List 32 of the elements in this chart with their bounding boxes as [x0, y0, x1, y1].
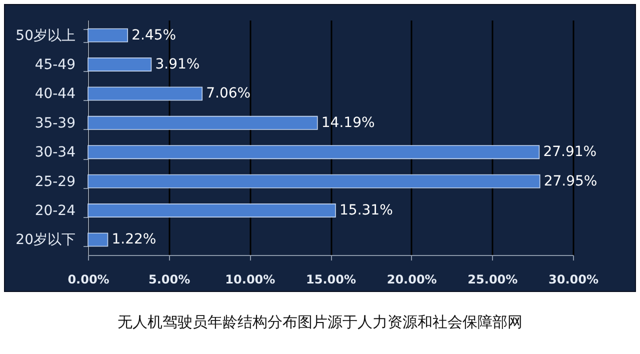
bar	[88, 58, 152, 72]
x-tick-label: 30.00%	[548, 272, 598, 286]
y-tick-label: 20岁以下	[16, 232, 76, 248]
x-tick-label: 15.00%	[306, 272, 356, 286]
bar	[88, 232, 108, 247]
y-tick-label: 40-44	[34, 86, 76, 102]
y-tick-label: 20-24	[34, 202, 76, 219]
y-tick-label: 50岁以上	[16, 28, 76, 44]
data-label: 27.91%	[543, 144, 597, 160]
data-label: 3.91%	[155, 56, 200, 73]
bar	[88, 86, 203, 101]
bar	[88, 145, 540, 160]
x-tick-label: 20.00%	[386, 272, 437, 286]
bar	[88, 204, 336, 218]
y-tick-label: 45-49	[34, 57, 76, 74]
y-tick-label: 30-34	[34, 144, 76, 161]
data-label: 7.06%	[206, 86, 251, 102]
data-label: 15.31%	[340, 202, 393, 218]
data-label: 1.22%	[112, 232, 156, 248]
x-tick-label: 0.00%	[68, 272, 110, 286]
data-label: 2.45%	[132, 27, 176, 44]
y-tick-label: 35-39	[34, 115, 76, 132]
bar	[88, 28, 128, 42]
data-label: 27.95%	[544, 173, 598, 190]
data-label: 14.19%	[321, 114, 375, 131]
x-tick-label: 25.00%	[468, 272, 518, 286]
text: 无人机驾驶员年龄结构分布图片源于人力资源和社会保障部网	[116, 313, 524, 332]
y-tick-label: 25-29	[34, 174, 76, 190]
x-tick-label: 5.00%	[148, 272, 190, 286]
x-tick-label: 10.00%	[225, 272, 276, 286]
bar	[88, 116, 318, 130]
bar	[88, 174, 540, 188]
